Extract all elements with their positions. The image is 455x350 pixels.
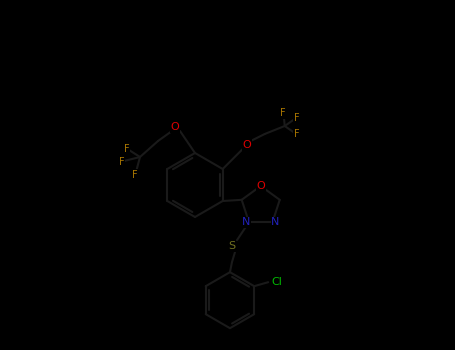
Text: F: F — [119, 157, 125, 167]
Text: F: F — [294, 113, 299, 123]
Text: O: O — [256, 181, 265, 191]
Text: F: F — [294, 129, 299, 139]
Text: O: O — [171, 122, 179, 132]
Text: F: F — [132, 170, 138, 180]
Text: N: N — [271, 217, 280, 227]
Text: O: O — [243, 140, 251, 150]
Text: F: F — [124, 144, 130, 154]
Text: Cl: Cl — [272, 277, 283, 287]
Text: N: N — [242, 217, 250, 227]
Text: F: F — [280, 108, 286, 118]
Text: S: S — [228, 241, 236, 251]
